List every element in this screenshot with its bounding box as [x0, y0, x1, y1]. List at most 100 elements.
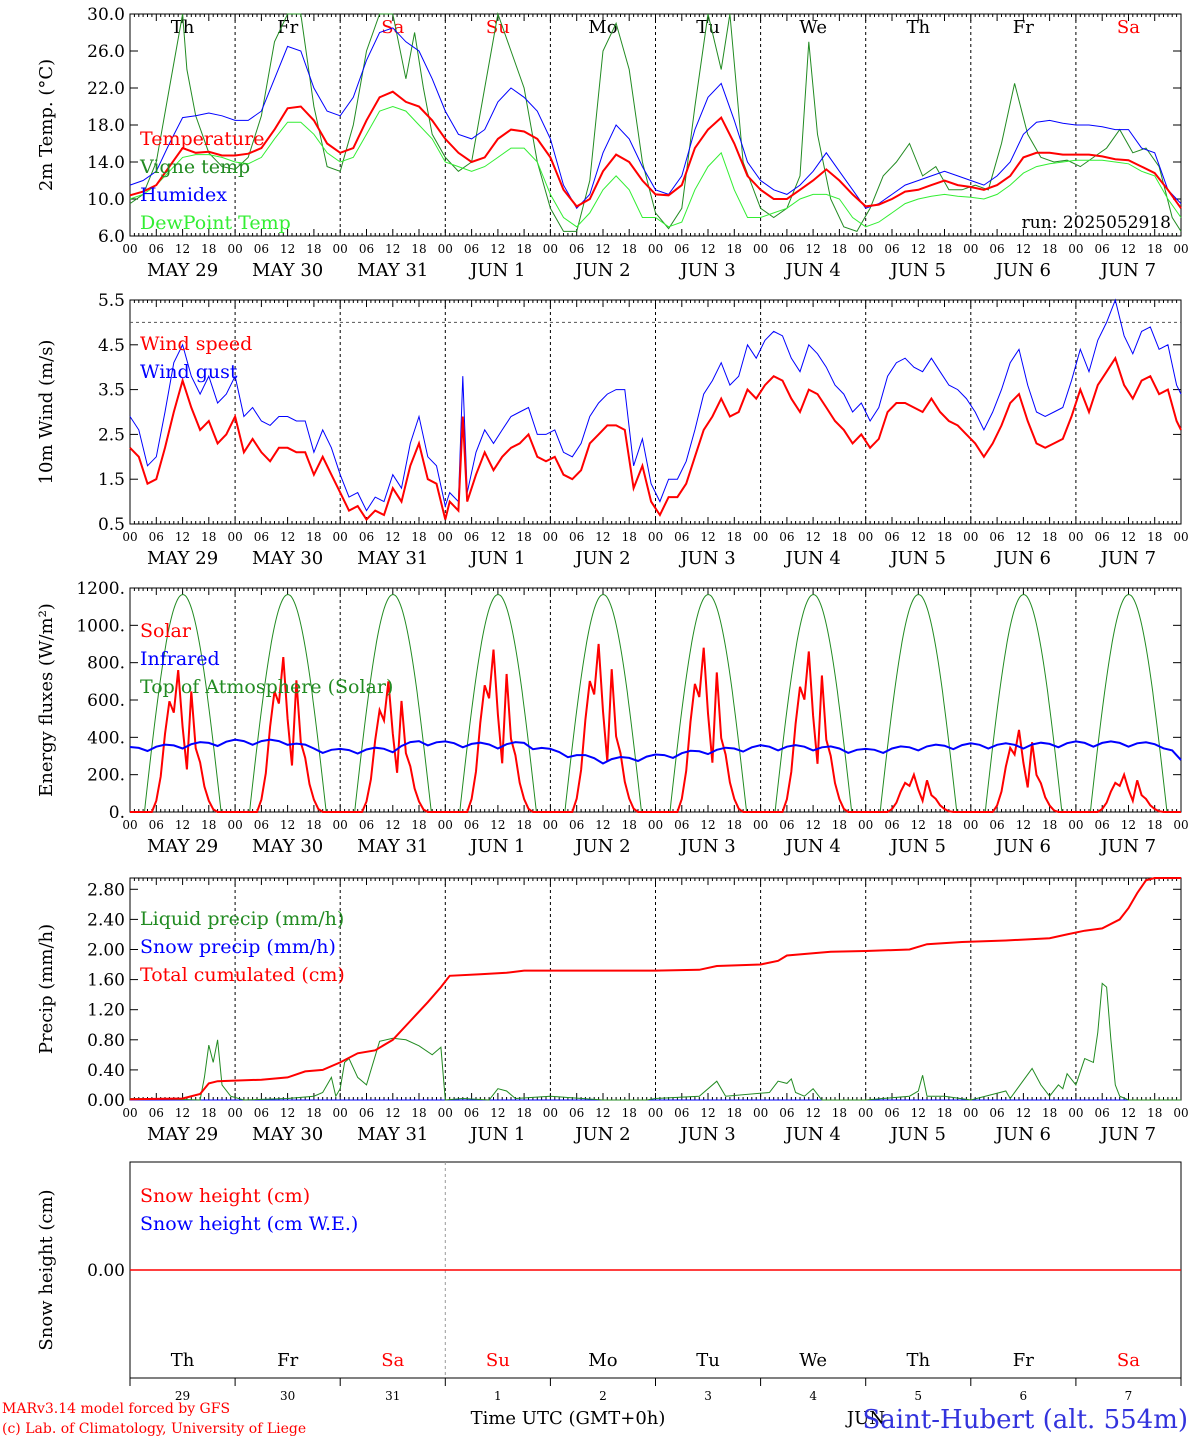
series-line [130, 643, 1181, 813]
hour-tick-label: 12 [175, 1106, 190, 1120]
date-label: JUN 3 [678, 260, 735, 281]
hour-tick-label: 18 [622, 818, 637, 832]
y-tick-label: 1.5 [98, 470, 125, 490]
hour-tick-label: 18 [1147, 242, 1162, 256]
date-label: JUN 3 [678, 836, 735, 857]
hour-tick-label: 06 [1095, 1106, 1110, 1120]
weekday-label: Sa [381, 1350, 404, 1371]
hour-tick-label: 12 [1121, 242, 1136, 256]
date-label: JUN 6 [994, 836, 1051, 857]
hour-tick-label: 00 [1068, 530, 1083, 544]
hour-tick-label: 00 [1173, 242, 1188, 256]
hour-tick-label: 00 [648, 530, 663, 544]
hour-tick-label: 06 [569, 818, 584, 832]
legend-entry: Total cumulated (cm) [140, 964, 345, 986]
hour-tick-label: 06 [149, 242, 164, 256]
date-label: MAY 30 [252, 1124, 323, 1145]
y-tick-label: 3.5 [98, 381, 125, 401]
date-label: MAY 29 [147, 1124, 218, 1145]
date-label: JUN 4 [783, 548, 840, 569]
hour-tick-label: 06 [254, 818, 269, 832]
hour-tick-label: 18 [727, 818, 742, 832]
hour-tick-label: 18 [622, 530, 637, 544]
day-number-label: 3 [704, 1389, 712, 1403]
date-label: JUN 6 [994, 260, 1051, 281]
hour-tick-label: 18 [1042, 530, 1057, 544]
hour-tick-label: 00 [438, 1106, 453, 1120]
hour-tick-label: 06 [674, 242, 689, 256]
hour-tick-label: 00 [333, 530, 348, 544]
hour-tick-label: 00 [122, 242, 137, 256]
weekday-label: Tu [696, 1350, 720, 1371]
hour-tick-label: 18 [306, 242, 321, 256]
date-label: JUN 5 [889, 1124, 946, 1145]
legend-entry: Top of Atmosphere (Solar) [140, 676, 393, 698]
y-tick-label: 30.0 [87, 5, 125, 25]
hour-tick-label: 06 [884, 242, 899, 256]
hour-tick-label: 06 [1095, 818, 1110, 832]
hour-tick-label: 06 [359, 530, 374, 544]
date-label: MAY 29 [147, 260, 218, 281]
hour-tick-label: 00 [543, 530, 558, 544]
day-number-label: 29 [175, 1389, 190, 1403]
hour-tick-label: 06 [779, 818, 794, 832]
hour-tick-label: 12 [806, 530, 821, 544]
y-axis-label: 2m Temp. (°C) [36, 59, 57, 191]
hour-tick-label: 18 [516, 818, 531, 832]
weekday-label: Fr [277, 1350, 298, 1371]
hour-tick-label: 06 [569, 530, 584, 544]
hour-tick-label: 06 [464, 1106, 479, 1120]
hour-tick-label: 06 [989, 242, 1004, 256]
hour-tick-label: 12 [911, 242, 926, 256]
hour-tick-label: 12 [1121, 1106, 1136, 1120]
hour-tick-label: 00 [1068, 242, 1083, 256]
y-tick-label: 18.0 [87, 116, 125, 136]
hour-tick-label: 06 [359, 818, 374, 832]
bottom-month-label: JUN [845, 1408, 885, 1429]
hour-tick-label: 12 [911, 1106, 926, 1120]
y-tick-label: 1.60 [87, 971, 125, 991]
y-tick-label: 400. [87, 728, 125, 748]
hour-tick-label: 00 [648, 242, 663, 256]
hour-tick-label: 12 [806, 1106, 821, 1120]
hour-tick-label: 06 [464, 818, 479, 832]
y-tick-label: 22.0 [87, 79, 125, 99]
hour-tick-label: 00 [227, 1106, 242, 1120]
y-tick-label: 600. [87, 691, 125, 711]
y-tick-label: 5.5 [98, 291, 125, 311]
y-axis-label: Energy fluxes (W/m²) [36, 603, 57, 797]
date-label: JUN 6 [994, 548, 1051, 569]
hour-tick-label: 12 [700, 1106, 715, 1120]
hour-tick-label: 12 [806, 242, 821, 256]
weekday-label: We [799, 1350, 827, 1371]
hour-tick-label: 00 [648, 1106, 663, 1120]
date-label: JUN 4 [783, 836, 840, 857]
hour-tick-label: 18 [411, 242, 426, 256]
date-label: JUN 7 [1099, 1124, 1156, 1145]
hour-tick-label: 18 [306, 530, 321, 544]
hour-tick-label: 12 [595, 530, 610, 544]
hour-tick-label: 12 [700, 818, 715, 832]
date-label: MAY 30 [252, 836, 323, 857]
hour-tick-label: 06 [149, 1106, 164, 1120]
y-tick-label: 2.80 [87, 880, 125, 900]
hour-tick-label: 18 [937, 1106, 952, 1120]
series-line [129, 738, 1182, 765]
hour-tick-label: 06 [1095, 530, 1110, 544]
hour-tick-label: 18 [1042, 1106, 1057, 1120]
hour-tick-label: 18 [201, 530, 216, 544]
x-ticks [129, 14, 1182, 236]
x-ticks [129, 878, 1182, 1100]
weekday-label: Mo [588, 1350, 617, 1371]
hour-tick-label: 00 [963, 242, 978, 256]
x-ticks [129, 300, 1182, 524]
lab-credit: (c) Lab. of Climatology, University of L… [2, 1421, 306, 1437]
hour-tick-label: 12 [490, 818, 505, 832]
day-number-label: 5 [914, 1389, 922, 1403]
weekday-label: We [799, 17, 827, 38]
date-label: JUN 7 [1099, 260, 1156, 281]
weekday-label: Su [486, 17, 510, 38]
hour-tick-label: 06 [569, 1106, 584, 1120]
hour-tick-label: 06 [989, 530, 1004, 544]
